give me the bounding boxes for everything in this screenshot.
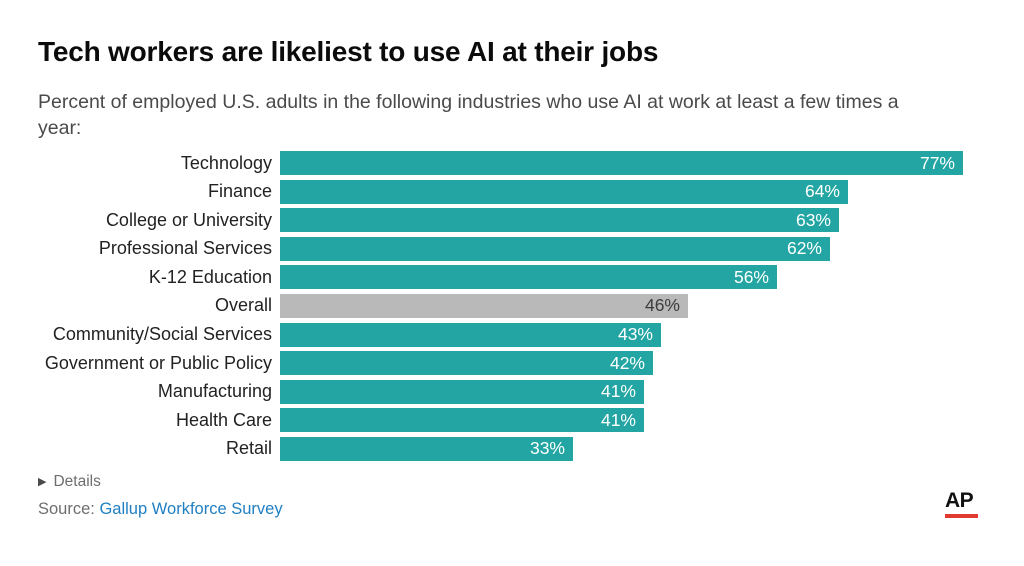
bar-track: 63% (280, 208, 1024, 233)
bar-track: 56% (280, 265, 1024, 290)
chart-subtitle: Percent of employed U.S. adults in the f… (38, 91, 899, 139)
bar-label: Overall (214, 295, 272, 316)
expander-triangle-icon: ▶ (38, 475, 47, 488)
bar: 56% (280, 265, 777, 290)
bar-track: 33% (280, 436, 1024, 461)
bar-label: Community/Social Services (52, 324, 272, 345)
ap-logo-red-bar (945, 514, 978, 518)
bar-label: Manufacturing (157, 381, 272, 402)
bar-label: Retail (225, 438, 272, 459)
bar-track: 41% (280, 379, 1024, 404)
bar-label: K-12 Education (148, 266, 272, 287)
bar-track: 64% (280, 179, 1024, 204)
bar-row: Manufacturing 41% (0, 379, 1024, 404)
bar-row: Government or Public Policy 42% (0, 351, 1024, 376)
bar-value-label: 43% (617, 324, 653, 345)
bar-row: Overall 46% (0, 293, 1024, 318)
bar-track: 41% (280, 408, 1024, 433)
bar: 77% (280, 151, 963, 175)
bar-value-label: 46% (644, 295, 680, 316)
details-label: Details (53, 473, 101, 490)
bar-row: K-12 Education 56% (0, 265, 1024, 290)
bar-value-label: 62% (786, 238, 822, 259)
bar-label: College or University (105, 209, 272, 230)
details-expander[interactable]: ▶ Details (38, 473, 101, 491)
source-prefix: Source: (38, 500, 95, 518)
bar: 62% (280, 236, 830, 261)
bar: 46% (280, 293, 688, 318)
bar: 63% (280, 208, 839, 233)
bar-track: 77% (280, 151, 1024, 175)
bar: 41% (280, 379, 644, 404)
bar-row: Technology 77% (0, 151, 1024, 175)
bar-value-label: 63% (795, 209, 831, 230)
bar-row: Finance 64% (0, 179, 1024, 204)
bar-label: Technology (180, 152, 272, 173)
bar-row: Retail 33% (0, 436, 1024, 461)
page-title: Tech workers are likeliest to use AI at … (38, 36, 659, 67)
source-line: Source: Gallup Workforce Survey (38, 500, 283, 519)
bar-value-label: 42% (609, 352, 645, 373)
bar-track: 42% (280, 351, 1024, 376)
bar-chart: Technology 77% Finance 64% College or Univer… (0, 151, 1024, 466)
bar-value-label: 77% (919, 152, 955, 173)
bar: 42% (280, 351, 653, 376)
bar: 64% (280, 179, 848, 204)
bar-row: Community/Social Services 43% (0, 322, 1024, 347)
bar-row: Professional Services 62% (0, 236, 1024, 261)
ap-logo: AP (945, 490, 978, 518)
ap-logo-text: AP (945, 489, 974, 512)
bar-value-label: 41% (600, 381, 636, 402)
bar-value-label: 33% (529, 438, 565, 459)
bar-track: 46% (280, 293, 1024, 318)
bar-label: Finance (207, 181, 272, 202)
bar-value-label: 41% (600, 409, 636, 430)
source-link[interactable]: Gallup Workforce Survey (99, 500, 283, 518)
bar-label: Government or Public Policy (44, 352, 272, 373)
bar: 41% (280, 408, 644, 433)
bar: 43% (280, 322, 661, 347)
bar-value-label: 56% (733, 266, 769, 287)
bar-track: 43% (280, 322, 1024, 347)
bar-track: 62% (280, 236, 1024, 261)
bar: 33% (280, 436, 573, 461)
bar-row: College or University 63% (0, 208, 1024, 233)
bar-row: Health Care 41% (0, 408, 1024, 433)
bar-label: Professional Services (98, 238, 272, 259)
bar-label: Health Care (175, 409, 272, 430)
bar-value-label: 64% (804, 181, 840, 202)
